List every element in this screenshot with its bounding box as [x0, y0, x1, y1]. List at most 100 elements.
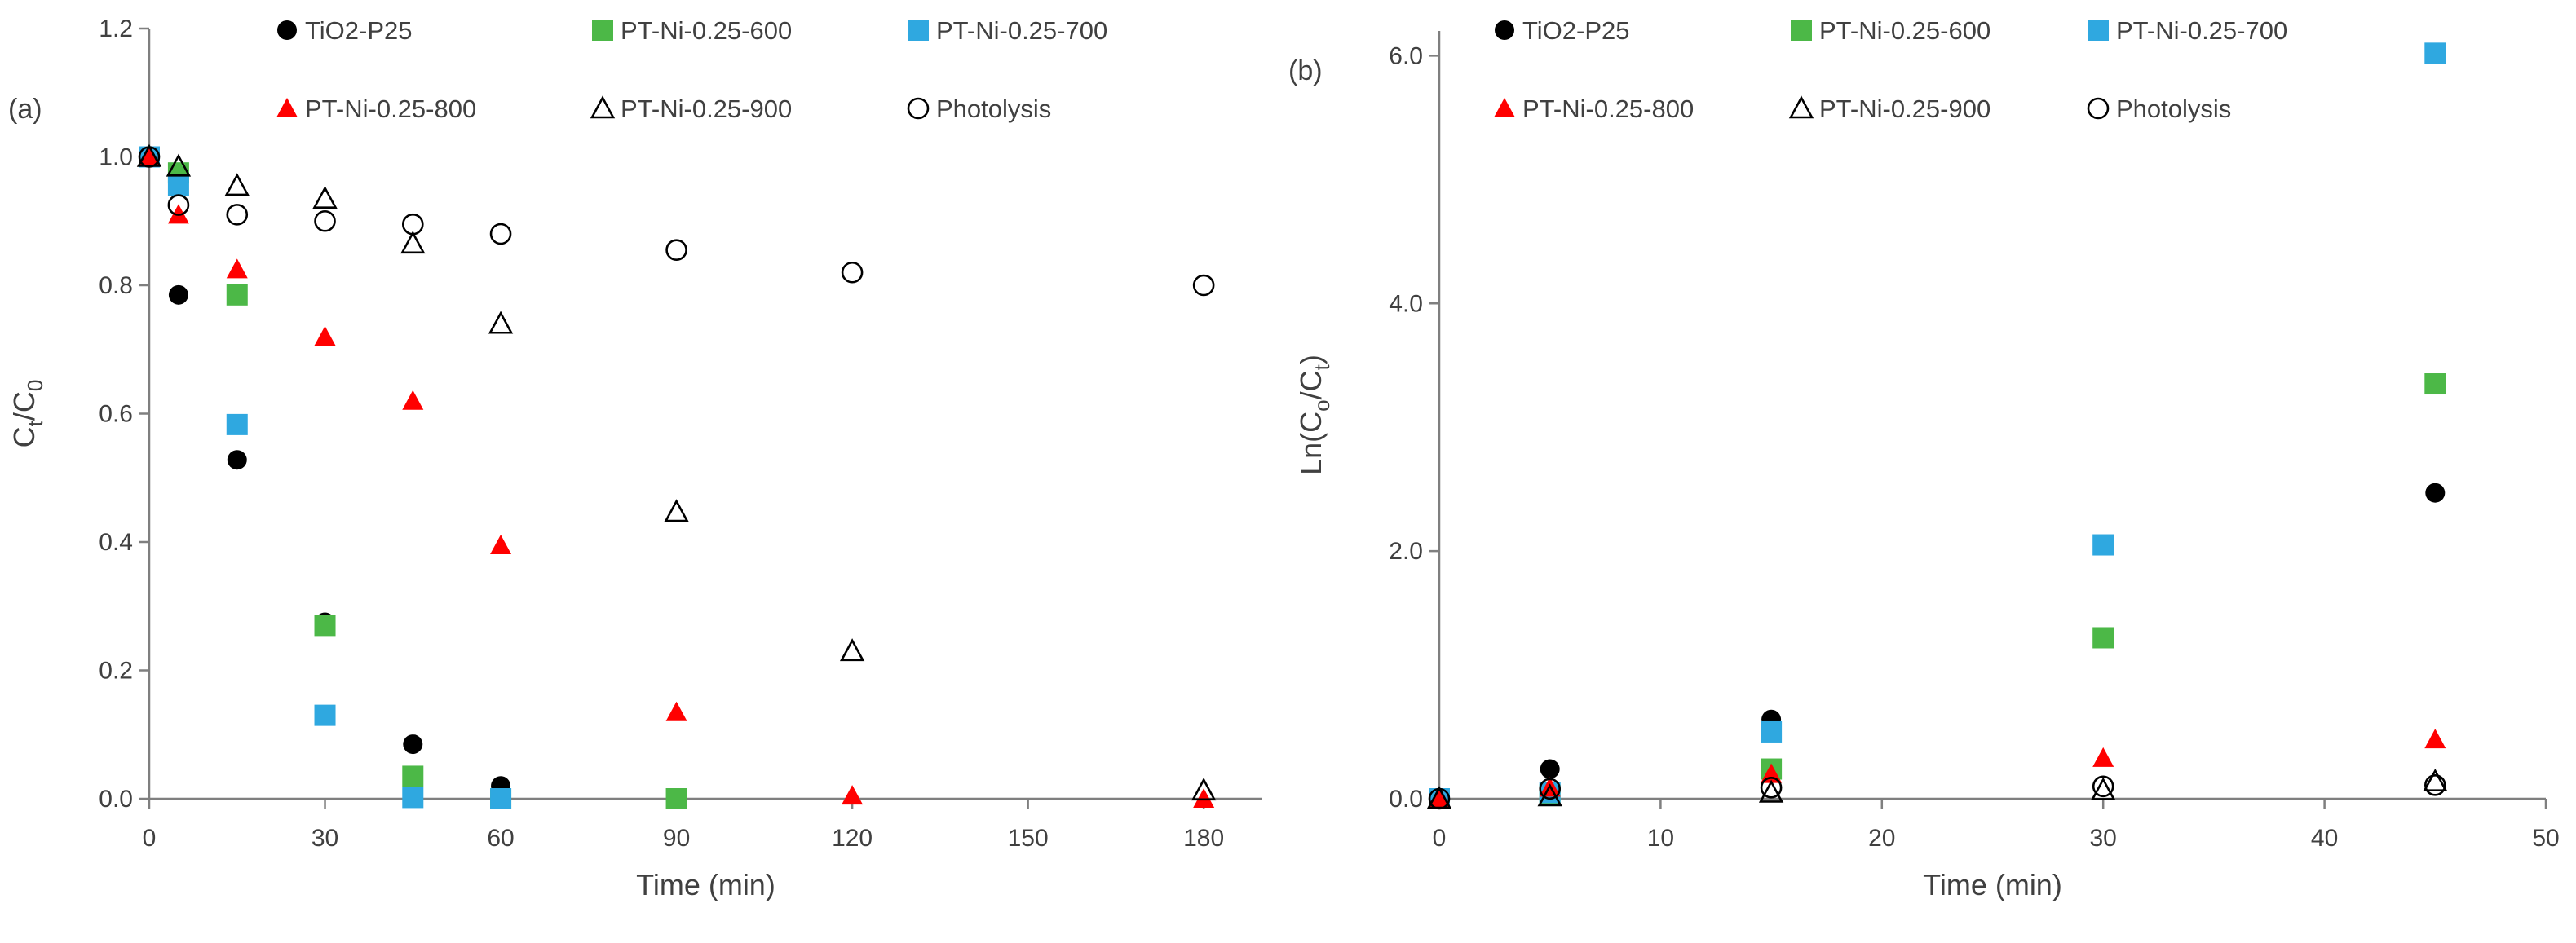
- data-point: [842, 785, 864, 805]
- y-axis-title-part: /C: [1294, 370, 1328, 399]
- series-photolysis: [1428, 773, 2446, 810]
- data-point: [2092, 747, 2114, 767]
- legend-marker: [1791, 20, 1812, 41]
- data-point: [2424, 773, 2446, 796]
- legend-item-photolysis: Photolysis: [2087, 95, 2231, 123]
- x-tick-label: 0: [1433, 825, 1447, 852]
- data-point: [2424, 373, 2446, 395]
- y-tick-label: 0.6: [99, 401, 133, 428]
- legend-marker: [1788, 95, 1814, 119]
- data-point: [402, 765, 424, 787]
- data-point: [403, 734, 423, 755]
- data-point: [490, 788, 512, 809]
- legend-marker: [908, 20, 929, 41]
- data-point: [138, 146, 161, 168]
- legend-marker: [277, 20, 297, 40]
- series-pt-ni-0-25-700: [139, 146, 512, 809]
- legend-marker: [2087, 97, 2110, 120]
- legend-label: TiO2-P25: [305, 16, 413, 45]
- legend-label: PT-Ni-0.25-900: [621, 95, 792, 123]
- legend-item-pt-ni-0-25-700: PT-Ni-0.25-700: [2088, 16, 2287, 45]
- legend-marker: [276, 98, 298, 117]
- x-axis-title: Time (min): [636, 868, 775, 901]
- series-tio2-p25: [139, 147, 511, 796]
- x-tick-label: 20: [1868, 825, 1895, 852]
- y-axis-title-part: Ln(C: [1294, 412, 1328, 475]
- legend-marker: [907, 97, 930, 120]
- legend-item-pt-ni-0-25-800: PT-Ni-0.25-800: [1494, 95, 1694, 123]
- y-tick-label: 0.2: [99, 658, 133, 685]
- legend-marker: [590, 95, 616, 119]
- data-point: [314, 704, 336, 726]
- x-tick-label: 150: [1008, 825, 1049, 852]
- chart-panel-a: 0 30 60 90 120 150 180 0.0 0.2 0.4 0.6 0.8 1.0 1.2 (a)…: [7, 15, 1262, 901]
- legend-item-pt-ni-0-25-900: PT-Ni-0.25-900: [590, 95, 792, 123]
- y-axis-title-part: C: [7, 426, 41, 447]
- data-point: [2092, 775, 2114, 798]
- data-point: [402, 390, 424, 410]
- data-point: [314, 209, 336, 232]
- x-tick-label: 90: [663, 825, 690, 852]
- x-tick-label: 30: [2090, 825, 2117, 852]
- chart-b-svg: 0 10 20 30 40 50 0.0 2.0 4.0 6.0 (b) Time (min) Ln(C…: [1288, 16, 2560, 901]
- legend-item-photolysis: Photolysis: [907, 95, 1051, 123]
- chart-a-svg: 0 30 60 90 120 150 180 0.0 0.2 0.4 0.6 0.8 1.0 1.2 (a)…: [7, 15, 1262, 901]
- data-point: [1429, 788, 1450, 808]
- series-pt-ni-0-25-900: [136, 143, 1217, 801]
- y-axis-title-part: o: [1310, 399, 1334, 411]
- legend-item-pt-ni-0-25-900: PT-Ni-0.25-900: [1788, 95, 1991, 123]
- legend-marker: [1495, 20, 1514, 40]
- data-point: [139, 146, 160, 166]
- legend-item-pt-ni-0-25-800: PT-Ni-0.25-800: [276, 95, 476, 123]
- data-point: [224, 173, 250, 196]
- data-point: [1758, 779, 1784, 803]
- data-point: [1761, 720, 1783, 743]
- data-point: [2424, 729, 2446, 749]
- data-point: [226, 284, 248, 306]
- legend-item-tio2-p25: TiO2-P25: [277, 16, 413, 45]
- data-point: [167, 174, 189, 196]
- data-point: [227, 450, 247, 470]
- data-point: [665, 788, 687, 809]
- y-tick-label: 4.0: [1389, 290, 1423, 317]
- legend-label: PT-Ni-0.25-700: [2116, 16, 2287, 45]
- x-tick-label: 40: [2311, 825, 2338, 852]
- legend-item-pt-ni-0-25-600: PT-Ni-0.25-600: [1791, 16, 1991, 45]
- data-point: [2424, 42, 2446, 64]
- data-point: [1192, 274, 1215, 297]
- y-axis-title: Ln(Co/Ct): [1294, 355, 1334, 475]
- series-photolysis: [138, 146, 1215, 297]
- y-axis-title-part: ): [1294, 355, 1328, 364]
- series-pt-ni-0-25-900: [1426, 768, 2448, 809]
- x-tick-label: 120: [832, 825, 873, 852]
- legend-marker: [1494, 98, 1515, 117]
- data-point: [402, 787, 424, 809]
- legend-item-pt-ni-0-25-700: PT-Ni-0.25-700: [908, 16, 1107, 45]
- data-point: [2423, 768, 2448, 792]
- data-point: [1537, 783, 1562, 807]
- legend-label: PT-Ni-0.25-800: [305, 95, 476, 123]
- x-tick-label: 10: [1647, 825, 1674, 852]
- data-point: [841, 261, 864, 284]
- data-point: [166, 153, 192, 177]
- series-pt-ni-0-25-600: [1429, 373, 2446, 809]
- data-point: [2092, 534, 2114, 556]
- series-pt-ni-0-25-700: [1429, 42, 2446, 809]
- data-point: [2091, 777, 2116, 800]
- data-point: [400, 231, 426, 254]
- data-point: [226, 204, 249, 226]
- data-point: [839, 638, 865, 662]
- data-point: [489, 223, 512, 245]
- y-tick-label: 1.2: [99, 15, 133, 42]
- series-pt-ni-0-25-600: [139, 146, 687, 809]
- y-axis-title-part: t: [1310, 364, 1334, 370]
- data-point: [314, 326, 336, 346]
- data-point: [226, 413, 248, 435]
- legend-marker: [592, 20, 613, 41]
- data-point: [1193, 788, 1215, 808]
- y-tick-label: 0.0: [1389, 786, 1423, 813]
- data-point: [167, 194, 190, 216]
- y-tick-label: 2.0: [1389, 538, 1423, 565]
- data-point: [665, 701, 687, 721]
- x-tick-label: 50: [2532, 825, 2559, 852]
